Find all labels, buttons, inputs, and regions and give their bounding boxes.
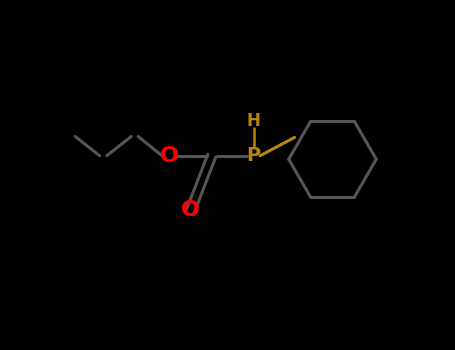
Text: P: P bbox=[247, 146, 261, 165]
Text: H: H bbox=[247, 112, 261, 130]
Text: O: O bbox=[181, 200, 200, 220]
Text: O: O bbox=[160, 146, 179, 166]
